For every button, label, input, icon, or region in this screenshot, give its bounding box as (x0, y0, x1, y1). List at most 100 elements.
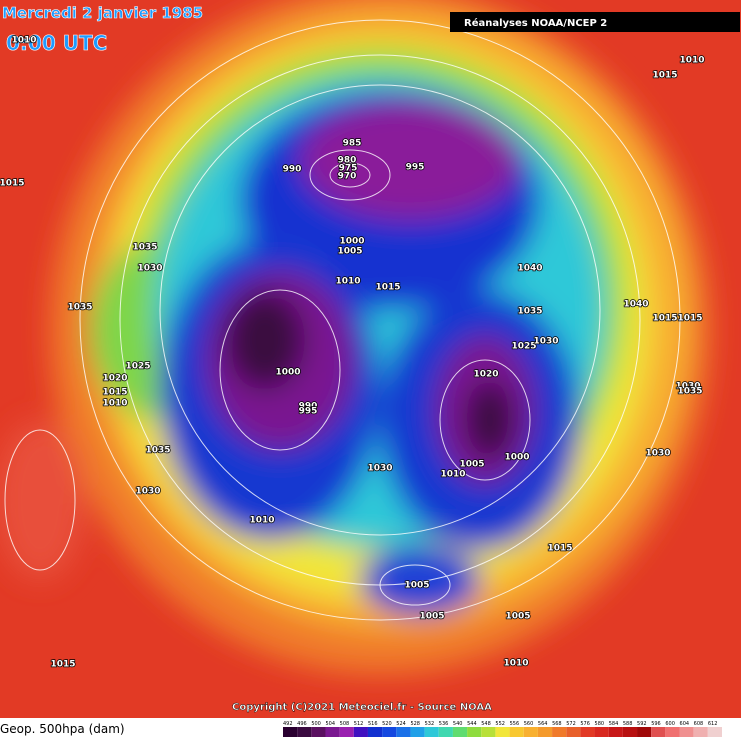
scale-swatch (325, 727, 340, 737)
contour-label: 1025 (125, 362, 150, 372)
contour-label: 990 (283, 165, 302, 175)
scale-swatch (481, 727, 496, 737)
scale-label: 604 (680, 721, 690, 727)
contour-label: 990 (299, 402, 318, 412)
scale-swatch (283, 727, 298, 737)
contour-label: 1015 (652, 71, 677, 81)
contour-label: 1015 (50, 660, 75, 670)
scale-label: 512 (354, 721, 364, 727)
scale-label: 508 (340, 721, 350, 727)
scale-swatch (594, 727, 609, 737)
scale-swatch (438, 727, 453, 737)
contour-label: 1005 (337, 247, 362, 257)
scale-label: 584 (609, 721, 619, 727)
scale-label: 500 (311, 721, 321, 727)
contour-label: 1020 (102, 374, 127, 384)
scale-label: 576 (580, 721, 590, 727)
scale-swatch (382, 727, 397, 737)
contour-label: 1015 (652, 314, 677, 324)
scale-label: 504 (325, 721, 335, 727)
scale-label: 588 (623, 721, 633, 727)
scale-swatch (495, 727, 510, 737)
contour-label: 1010 (11, 36, 36, 46)
contour-label: 1035 (67, 303, 92, 313)
scale-label: 580 (595, 721, 605, 727)
scale-label: 496 (297, 721, 307, 727)
scale-label: 592 (637, 721, 647, 727)
contour-label: 1030 (533, 337, 558, 347)
scale-swatch (311, 727, 326, 737)
contour-label: 995 (299, 407, 318, 417)
scale-label: 524 (396, 721, 406, 727)
contour-label: 970 (338, 172, 357, 182)
scale-swatch (707, 727, 722, 737)
contour-label: 1015 (547, 544, 572, 554)
scale-swatch (608, 727, 623, 737)
contour-label: 1010 (440, 470, 465, 480)
contour-label: 1035 (677, 387, 702, 397)
scale-swatch (693, 727, 708, 737)
contour-label: 1000 (339, 237, 364, 247)
source-box (450, 12, 740, 32)
scale-swatch (467, 727, 482, 737)
source: Réanalyses NOAA/NCEP 2 (464, 17, 607, 29)
scale-label: 516 (368, 721, 378, 727)
contour-label: 1005 (459, 460, 484, 470)
scale-swatch (297, 727, 312, 737)
contour-label: 1015 (0, 179, 25, 189)
scale-label: 572 (566, 721, 576, 727)
isolines (4, 19, 681, 621)
contour-label: 980 (338, 156, 357, 166)
scale-swatch (665, 727, 680, 737)
field (0, 0, 710, 675)
contour-label: 1030 (135, 487, 160, 497)
contour-label: 1010 (503, 659, 528, 669)
scale-label: 544 (467, 721, 477, 727)
contour-label: 1040 (623, 300, 648, 310)
scale-swatch (424, 727, 439, 737)
contour-label: 1040 (517, 264, 542, 274)
contour-label: 1030 (137, 264, 162, 274)
copyright: Copyright (C)2021 Meteociel.fr - Source … (232, 702, 492, 713)
scale-swatch (452, 727, 468, 737)
scale-label: 548 (481, 721, 491, 727)
contour-label: 1010 (679, 56, 704, 66)
contour-label: 1035 (517, 307, 542, 317)
contour-label: 1015 (677, 314, 702, 324)
scale-swatch (410, 727, 425, 737)
scale-label: 568 (552, 721, 562, 727)
contour-label: 1000 (275, 368, 300, 378)
scale-swatch (339, 727, 354, 737)
contour-label: 1015 (375, 283, 400, 293)
contour-label: 995 (406, 163, 425, 173)
contour-label: 1000 (504, 453, 529, 463)
scale-swatch (651, 727, 666, 737)
scale-swatch (367, 727, 383, 737)
scale-label: 564 (538, 721, 548, 727)
scale-swatch (637, 727, 652, 737)
scale-label: 532 (425, 721, 435, 727)
contour-label: 1030 (367, 464, 392, 474)
scale-swatch (537, 727, 553, 737)
scale-swatch (566, 727, 581, 737)
scale-label: 528 (410, 721, 420, 727)
scale-label: 520 (382, 721, 392, 727)
scale-label: 556 (510, 721, 520, 727)
scale-label: 540 (453, 721, 463, 727)
contour-label: 975 (339, 164, 358, 174)
contour-label: 1015 (102, 388, 127, 398)
scale-label: 596 (651, 721, 661, 727)
contour-label: 1035 (145, 446, 170, 456)
scale-swatch (509, 727, 524, 737)
time: 0:00 UTC (6, 31, 107, 55)
scale-swatch (523, 727, 538, 737)
scale-label: 552 (495, 721, 505, 727)
contour-label: 1010 (249, 516, 274, 526)
scale-label: 612 (708, 721, 718, 727)
contour-label: 1005 (404, 581, 429, 591)
scale-swatch (679, 727, 694, 737)
scale-label: 600 (665, 721, 675, 727)
scale-label: 560 (524, 721, 534, 727)
